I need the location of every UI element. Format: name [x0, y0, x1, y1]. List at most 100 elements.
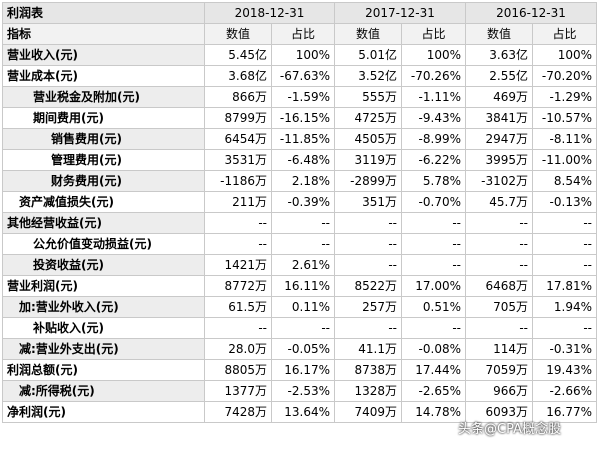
share-cell: -- [401, 317, 466, 339]
share-cell: -- [401, 212, 466, 234]
value-cell: 3841万 [465, 107, 533, 129]
value-cell: 1377万 [204, 380, 272, 402]
value-cell: 8522万 [334, 275, 402, 297]
value-cell: -3102万 [465, 170, 533, 192]
share-cell: -11.85% [271, 128, 335, 150]
share-cell: -70.26% [401, 65, 466, 87]
row-label: 减:所得税(元) [2, 380, 205, 402]
row-label: 公允价值变动损益(元) [2, 233, 205, 255]
row-label: 营业收入(元) [2, 44, 205, 66]
year-header-2017: 2017-12-31 [334, 2, 466, 24]
value-cell: -- [465, 254, 533, 276]
share-cell: -1.11% [401, 86, 466, 108]
row-label: 加:营业外收入(元) [2, 296, 205, 318]
value-cell: 257万 [334, 296, 402, 318]
value-cell: 3.63亿 [465, 44, 533, 66]
table-row: 利润总额(元) 8805万 16.17% 8738万 17.44% 7059万 19.43% [2, 359, 597, 381]
row-label: 资产减值损失(元) [2, 191, 205, 213]
share-cell: -- [532, 254, 597, 276]
value-cell: -- [334, 317, 402, 339]
table-row: 公允价值变动损益(元) -- -- -- -- -- -- [2, 233, 597, 255]
share-cell: 16.77% [532, 401, 597, 423]
share-cell: -8.11% [532, 128, 597, 150]
share-cell: -- [271, 317, 335, 339]
share-cell: -6.22% [401, 149, 466, 171]
share-cell: 2.61% [271, 254, 335, 276]
share-cell: 100% [401, 44, 466, 66]
share-cell: -2.66% [532, 380, 597, 402]
value-cell: 8805万 [204, 359, 272, 381]
table-row: 财务费用(元) -1186万 2.18% -2899万 5.78% -3102万 8.54% [2, 170, 597, 192]
share-cell: -- [401, 233, 466, 255]
row-label: 其他经营收益(元) [2, 212, 205, 234]
share-cell: -1.29% [532, 86, 597, 108]
share-cell: 16.17% [271, 359, 335, 381]
table-row: 营业成本(元) 3.68亿 -67.63% 3.52亿 -70.26% 2.55亿 -70.… [2, 65, 597, 87]
share-cell: -6.48% [271, 149, 335, 171]
value-cell: 2947万 [465, 128, 533, 150]
value-cell: -1186万 [204, 170, 272, 192]
share-cell: 1.94% [532, 296, 597, 318]
share-header: 占比 [401, 23, 466, 45]
value-cell: 45.7万 [465, 191, 533, 213]
share-cell: -70.20% [532, 65, 597, 87]
value-cell: 41.1万 [334, 338, 402, 360]
value-cell: -- [204, 233, 272, 255]
share-cell: 0.11% [271, 296, 335, 318]
row-label: 补贴收入(元) [2, 317, 205, 339]
share-cell: -0.31% [532, 338, 597, 360]
share-cell: 8.54% [532, 170, 597, 192]
share-cell: -2.65% [401, 380, 466, 402]
table-row: 营业税金及附加(元) 866万 -1.59% 555万 -1.11% 469万 -1.29% [2, 86, 597, 108]
row-label: 减:营业外支出(元) [2, 338, 205, 360]
table-row: 营业利润(元) 8772万 16.11% 8522万 17.00% 6468万 17.81% [2, 275, 597, 297]
value-cell: -- [334, 212, 402, 234]
share-cell: 0.51% [401, 296, 466, 318]
value-cell: 1328万 [334, 380, 402, 402]
share-cell: 14.78% [401, 401, 466, 423]
share-cell: -0.39% [271, 191, 335, 213]
value-cell: 61.5万 [204, 296, 272, 318]
row-label: 期间费用(元) [2, 107, 205, 129]
table-subheader-row: 指标 数值 占比 数值 占比 数值 占比 [2, 23, 597, 45]
value-header: 数值 [334, 23, 402, 45]
row-label: 销售费用(元) [2, 128, 205, 150]
share-cell: 19.43% [532, 359, 597, 381]
value-cell: 3995万 [465, 149, 533, 171]
indicator-header: 指标 [2, 23, 205, 45]
value-cell: 3531万 [204, 149, 272, 171]
value-cell: 3.52亿 [334, 65, 402, 87]
share-cell: 2.18% [271, 170, 335, 192]
share-header: 占比 [532, 23, 597, 45]
table-row: 营业收入(元) 5.45亿 100% 5.01亿 100% 3.63亿 100% [2, 44, 597, 66]
row-label: 利润总额(元) [2, 359, 205, 381]
share-cell: 17.44% [401, 359, 466, 381]
income-statement-table: 利润表 2018-12-31 2017-12-31 2016-12-31 指标 … [2, 2, 597, 423]
row-label: 净利润(元) [2, 401, 205, 423]
row-label: 营业税金及附加(元) [2, 86, 205, 108]
share-cell: -- [271, 212, 335, 234]
value-cell: -- [465, 212, 533, 234]
share-cell: -8.99% [401, 128, 466, 150]
value-cell: -- [465, 317, 533, 339]
row-label: 管理费用(元) [2, 149, 205, 171]
share-cell: -0.08% [401, 338, 466, 360]
table-row: 减:营业外支出(元) 28.0万 -0.05% 41.1万 -0.08% 114万 -0.3… [2, 338, 597, 360]
value-header: 数值 [204, 23, 272, 45]
value-cell: 5.01亿 [334, 44, 402, 66]
share-cell: -2.53% [271, 380, 335, 402]
value-cell: -- [334, 254, 402, 276]
share-cell: -- [401, 254, 466, 276]
share-cell: -16.15% [271, 107, 335, 129]
value-cell: 6468万 [465, 275, 533, 297]
value-cell: 469万 [465, 86, 533, 108]
table-row: 期间费用(元) 8799万 -16.15% 4725万 -9.43% 3841万 -10.5… [2, 107, 597, 129]
value-cell: 866万 [204, 86, 272, 108]
year-header-2016: 2016-12-31 [465, 2, 597, 24]
share-cell: 16.11% [271, 275, 335, 297]
value-cell: 4505万 [334, 128, 402, 150]
share-cell: -0.70% [401, 191, 466, 213]
share-cell: -67.63% [271, 65, 335, 87]
value-header: 数值 [465, 23, 533, 45]
value-cell: 1421万 [204, 254, 272, 276]
